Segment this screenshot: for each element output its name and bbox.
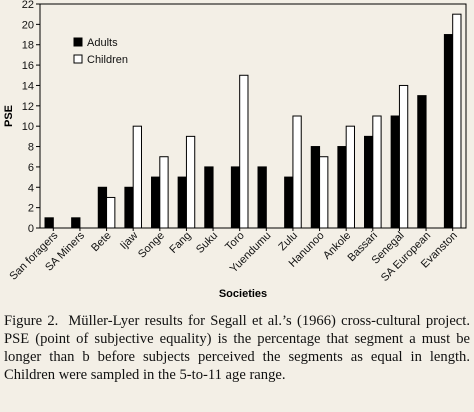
bar-adults-ijaw: [124, 186, 134, 229]
y-tick-label: 4: [28, 182, 34, 194]
bar-adults-sa-miners: [71, 217, 81, 229]
legend-swatch-adults: [73, 37, 83, 47]
plot-frame: [39, 3, 467, 229]
bar-children-bete: [106, 196, 116, 229]
bar-adults-zulu: [284, 176, 294, 229]
bar-children-senegal: [398, 84, 409, 229]
y-tick-label: 16: [22, 60, 34, 72]
y-tick-label: 14: [22, 80, 34, 92]
y-tick-label: 20: [22, 19, 34, 31]
bar-adults-evanston: [443, 34, 454, 229]
legend-label-children: Children: [87, 54, 128, 66]
bar-children-songe: [159, 156, 169, 229]
x-tick-label: Fang: [167, 230, 193, 256]
y-tick-label: 18: [22, 40, 34, 52]
x-axis-label: Societies: [219, 288, 267, 300]
x-tick-label: Ijaw: [118, 230, 140, 252]
bar-adults-san-foragers: [44, 217, 54, 229]
bar-adults-toro: [230, 166, 241, 229]
bar-children-fang: [185, 135, 196, 229]
bar-adults-bete: [97, 186, 108, 229]
bar-children-bassari: [372, 115, 382, 229]
x-tick-label: Suku: [194, 230, 220, 256]
y-tick-label: 0: [28, 223, 34, 235]
bar-adults-senegal: [390, 115, 400, 229]
y-tick-label: 2: [28, 203, 34, 215]
bar-adults-fang: [177, 176, 187, 229]
y-tick-label: 12: [22, 101, 34, 113]
y-axis-label: PSE: [3, 105, 15, 127]
bar-children-hanunoo: [319, 156, 329, 229]
x-tick-label: Songe: [136, 230, 167, 261]
y-tick-label: 10: [22, 121, 34, 133]
bar-adults-sa-european: [417, 95, 427, 229]
bar-adults-hanunoo: [310, 146, 321, 229]
y-tick-label: 8: [28, 142, 34, 154]
x-tick-label: Bete: [89, 230, 113, 254]
y-tick-label: 6: [28, 162, 34, 174]
bar-adults-songe: [151, 176, 161, 229]
bar-children-zulu: [292, 115, 302, 229]
bar-adults-yuendumu: [257, 166, 267, 229]
bar-children-ijaw: [132, 125, 142, 229]
x-tick-label: Zulu: [276, 230, 300, 254]
figure-caption: Figure 2. Müller-Lyer results for Segall …: [4, 312, 470, 384]
bar-children-toro: [239, 74, 249, 229]
y-tick-label: 22: [22, 0, 34, 11]
legend-swatch-children: [73, 54, 83, 64]
bar-adults-ankole: [337, 146, 347, 229]
x-tick-label: Toro: [223, 230, 247, 254]
caption-text: Müller-Lyer results for Segall et al.’s …: [4, 313, 470, 383]
bar-children-ankole: [345, 125, 355, 229]
bar-children-evanston: [452, 13, 462, 229]
bar-adults-bassari: [364, 135, 374, 229]
caption-lead: Figure 2.: [4, 313, 59, 329]
legend-label-adults: Adults: [87, 37, 118, 49]
bar-adults-suku: [204, 166, 214, 229]
